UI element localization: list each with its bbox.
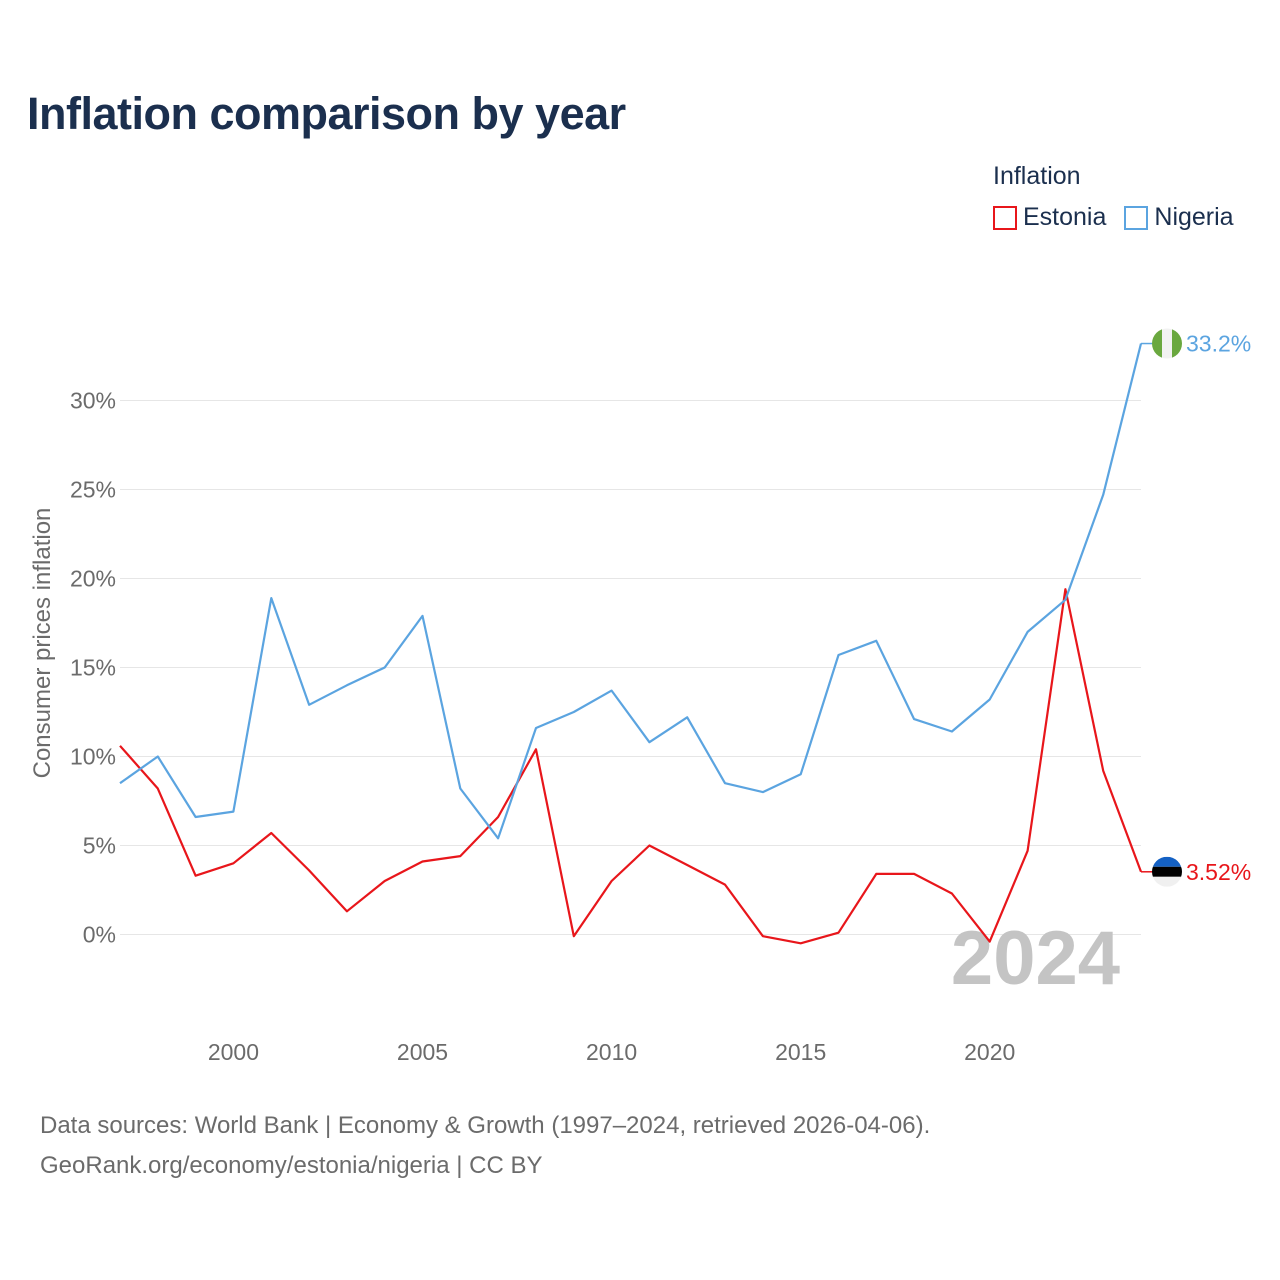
estonia-flag-icon: [1152, 856, 1182, 887]
x-tick-label: 2010: [586, 1039, 637, 1065]
series-group: [119, 343, 1143, 945]
grid: [120, 399, 1141, 935]
y-tick-label: 10%: [70, 743, 116, 769]
legend-label-nigeria: Nigeria: [1154, 203, 1234, 231]
x-tick-label: 2015: [775, 1039, 826, 1065]
y-tick-label: 15%: [70, 654, 116, 680]
y-axis-ticks: 0% 5% 10% 15% 20% 25% 30%: [70, 387, 116, 947]
legend-title: Inflation: [993, 162, 1081, 190]
y-tick-label: 0%: [83, 921, 116, 947]
legend-label-estonia: Estonia: [1023, 203, 1107, 231]
end-markers: 3.52% 33.2%: [1141, 328, 1251, 887]
footer-attribution: GeoRank.org/economy/estonia/nigeria | CC…: [40, 1152, 543, 1179]
legend-swatch-nigeria: [1124, 205, 1149, 230]
line-chart: 0% 5% 10% 15% 20% 25% 30% 2000 2005 2010 2015 2020…: [29, 328, 1251, 1065]
x-tick-label: 2020: [964, 1039, 1015, 1065]
x-tick-label: 2000: [208, 1039, 259, 1065]
y-tick-label: 30%: [70, 387, 116, 413]
y-tick-label: 20%: [70, 565, 116, 591]
end-label-nigeria: 33.2%: [1186, 331, 1251, 357]
footer-sources: Data sources: World Bank | Economy & Gro…: [40, 1112, 931, 1139]
series-line-nigeria: [119, 343, 1143, 840]
y-axis-label: Consumer prices inflation: [29, 508, 56, 779]
watermark-year: 2024: [951, 916, 1120, 1001]
series-line-estonia: [119, 588, 1143, 945]
legend-item-nigeria[interactable]: Nigeria: [1124, 203, 1234, 232]
page-title: Inflation comparison by year: [27, 88, 626, 139]
legend: Estonia Nigeria: [993, 203, 1252, 232]
footer: Data sources: World Bank | Economy & Gro…: [40, 1106, 930, 1186]
x-axis-ticks: 2000 2005 2010 2015 2020: [208, 1039, 1015, 1065]
legend-swatch-estonia: [993, 205, 1017, 230]
legend-item-estonia[interactable]: Estonia: [993, 203, 1106, 232]
y-tick-label: 5%: [83, 832, 116, 858]
x-tick-label: 2005: [397, 1039, 448, 1065]
nigeria-flag-icon: [1152, 328, 1182, 359]
end-label-estonia: 3.52%: [1186, 859, 1251, 885]
y-tick-label: 25%: [70, 476, 116, 502]
